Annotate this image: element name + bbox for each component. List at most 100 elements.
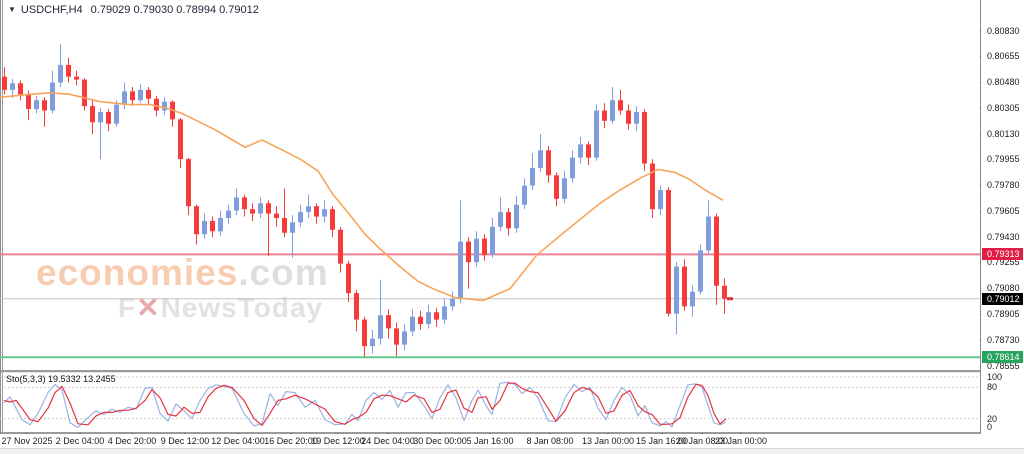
candle-body bbox=[626, 110, 631, 124]
candle-body bbox=[546, 150, 551, 176]
price-axis-label: 0.78555 bbox=[987, 360, 1020, 371]
candle-body bbox=[234, 197, 239, 211]
candle-body bbox=[434, 312, 439, 320]
candle-body bbox=[418, 316, 423, 325]
candle-body bbox=[618, 100, 623, 111]
candle-body bbox=[122, 91, 127, 105]
candle-body bbox=[402, 331, 407, 345]
watermark-tagline-f: F bbox=[118, 292, 137, 323]
candle-body bbox=[514, 204, 519, 229]
time-axis-label: 27 Nov 2025 bbox=[1, 436, 53, 446]
time-axis-label: 5 Jan 16:00 bbox=[466, 436, 514, 446]
sto-main-line bbox=[3, 381, 727, 428]
candle-body bbox=[602, 110, 607, 121]
sto-axis-label: 80 bbox=[987, 382, 998, 393]
candle-body bbox=[410, 316, 415, 332]
time-axis-label: 30 Dec 00:00 bbox=[413, 436, 467, 446]
watermark-fx-icon: ✕ bbox=[136, 292, 161, 323]
time-axis-label: 20 Jan 08:00 bbox=[675, 436, 729, 446]
candle-body bbox=[218, 218, 223, 232]
moving-average-line bbox=[0, 91, 724, 302]
price-axis-label: 0.78730 bbox=[987, 334, 1020, 345]
price-tag-label: 0.79313 bbox=[982, 248, 1023, 261]
candle-body bbox=[562, 178, 567, 199]
candle-body bbox=[82, 79, 87, 107]
candle-body bbox=[346, 263, 351, 294]
price-axis-label: 0.80655 bbox=[987, 51, 1020, 62]
candle-body bbox=[466, 241, 471, 263]
watermark-tagline-rest: NewsToday bbox=[160, 292, 324, 323]
candle-body bbox=[378, 315, 383, 339]
candle-body bbox=[290, 222, 295, 233]
candle-body bbox=[570, 157, 575, 179]
candle-body bbox=[698, 250, 703, 292]
candle-body bbox=[242, 197, 247, 210]
candle-body bbox=[282, 218, 287, 233]
time-axis-label: 19 Dec 12:00 bbox=[311, 436, 365, 446]
chevron-down-icon[interactable]: ▼ bbox=[8, 5, 16, 14]
candle-body bbox=[298, 212, 303, 223]
price-axis-label: 0.80480 bbox=[987, 77, 1020, 88]
candle-body bbox=[586, 144, 591, 158]
candle-body bbox=[258, 203, 263, 214]
candle-body bbox=[146, 89, 151, 99]
indicator-label: Sto(5,3,3) 19.5332 13.2455 bbox=[6, 374, 116, 384]
sto-axis-label: 20 bbox=[987, 413, 998, 424]
candle-body bbox=[498, 212, 503, 227]
candle-body bbox=[506, 212, 511, 229]
candle-body bbox=[130, 91, 135, 101]
candle-body bbox=[322, 209, 327, 217]
candle-body bbox=[210, 220, 215, 232]
watermark-brand: economies.com bbox=[36, 252, 329, 294]
watermark-brand-suffix: .com bbox=[238, 252, 329, 293]
time-axis-label: 4 Dec 20:00 bbox=[107, 436, 157, 446]
price-axis-label: 0.79780 bbox=[987, 180, 1020, 191]
time-axis[interactable]: 27 Nov 2025 2 Dec 04:00 4 Dec 20:00 9 Dec 1… bbox=[0, 434, 1024, 448]
candle-body bbox=[370, 338, 375, 347]
candle-body bbox=[202, 220, 207, 235]
indicator-name: Sto(5,3,3) bbox=[6, 374, 46, 384]
candle-body bbox=[458, 241, 463, 299]
candle-body bbox=[658, 190, 663, 210]
candle-body bbox=[538, 150, 543, 168]
candle-body bbox=[682, 266, 687, 307]
candle-body bbox=[634, 111, 639, 124]
candle-body bbox=[690, 291, 695, 307]
candle-body bbox=[138, 89, 143, 101]
time-axis-label: 9 Dec 12:00 bbox=[160, 436, 210, 446]
candle-body bbox=[674, 266, 679, 314]
candle-body bbox=[154, 98, 159, 111]
price-tag-label: 0.79012 bbox=[982, 292, 1023, 305]
window-border-left-inner bbox=[2, 0, 3, 448]
indicator-signal-value: 13.2455 bbox=[83, 374, 116, 384]
candle-body bbox=[594, 110, 599, 158]
time-axis-label: 23 Jan 00:00 bbox=[714, 436, 768, 446]
price-axis[interactable]: 0.80830 0.80655 0.80480 0.80305 0.80130 0.799… bbox=[981, 0, 1024, 433]
time-axis-label: 2 Dec 04:00 bbox=[55, 436, 105, 446]
candle-body bbox=[650, 163, 655, 210]
ohlc-quote-values: 0.79029 0.79030 0.78994 0.79012 bbox=[90, 4, 259, 16]
price-axis-label: 0.79430 bbox=[987, 231, 1020, 242]
candle-body bbox=[490, 226, 495, 255]
candle-body bbox=[90, 106, 95, 123]
candle-body bbox=[226, 210, 231, 219]
candle-body bbox=[426, 312, 431, 325]
candle-body bbox=[194, 206, 199, 235]
candle-body bbox=[330, 209, 335, 230]
candle-body bbox=[66, 64, 71, 77]
watermark-brand-text: economies bbox=[36, 252, 239, 293]
candle-body bbox=[98, 111, 103, 123]
candle-body bbox=[186, 159, 191, 207]
time-axis-label: 13 Jan 00:00 bbox=[581, 436, 635, 446]
candle-body bbox=[722, 285, 727, 299]
price-axis-label: 0.80830 bbox=[987, 25, 1020, 36]
price-tag-label: 0.78614 bbox=[982, 351, 1023, 364]
price-axis-label: 0.80130 bbox=[987, 128, 1020, 139]
candle-body bbox=[530, 167, 535, 186]
main-subwindow-splitter[interactable] bbox=[0, 370, 981, 373]
candle-body bbox=[442, 306, 447, 320]
time-axis-label: 8 Jan 08:00 bbox=[526, 436, 574, 446]
price-axis-label: 0.78905 bbox=[987, 308, 1020, 319]
